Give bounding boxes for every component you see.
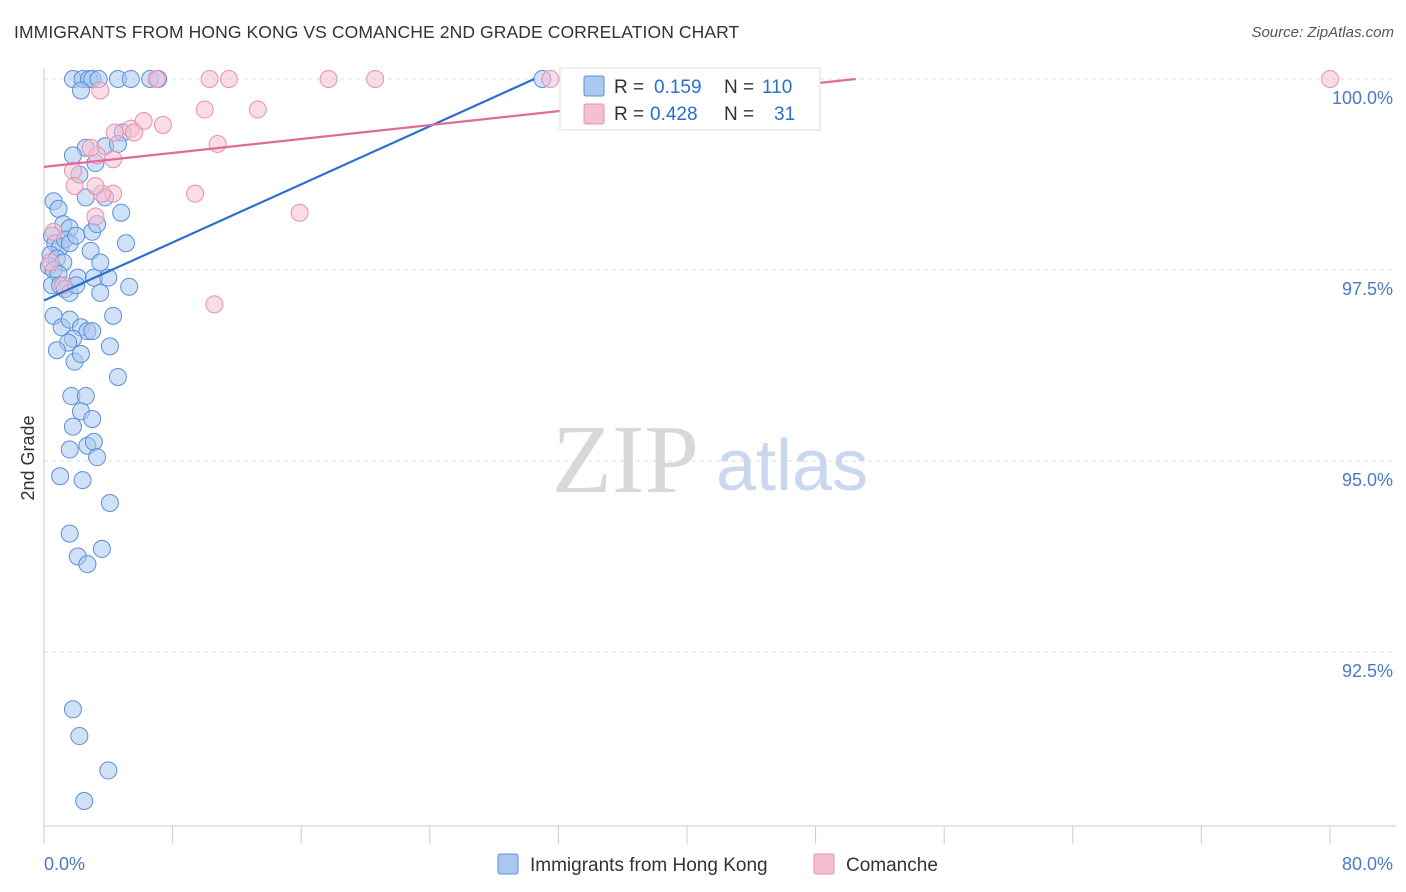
point-hong-kong <box>49 199 68 218</box>
point-hong-kong <box>108 367 127 386</box>
point-comanche <box>186 184 205 203</box>
chart-title: IMMIGRANTS FROM HONG KONG VS COMANCHE 2N… <box>14 22 740 42</box>
pink-swatch <box>583 103 605 125</box>
point-comanche <box>1321 70 1339 88</box>
legend-n-value: 110 <box>762 77 792 98</box>
y-tick-label: 92.5% <box>1342 661 1393 681</box>
point-hong-kong <box>75 791 94 810</box>
x-tick-label: 0.0% <box>44 854 85 874</box>
point-hong-kong <box>67 226 86 245</box>
point-comanche <box>105 123 124 142</box>
x-tick-labels: 0.0% 80.0% <box>44 854 1393 874</box>
legend-swatch-blue <box>497 853 519 875</box>
point-comanche <box>200 70 219 88</box>
point-comanche <box>153 115 172 134</box>
axes <box>43 68 1396 844</box>
point-comanche <box>219 70 238 88</box>
point-hong-kong <box>100 337 119 356</box>
point-hong-kong <box>88 448 107 467</box>
point-comanche <box>208 134 227 153</box>
grid-lines <box>44 78 1396 653</box>
point-hong-kong <box>83 322 102 341</box>
point-hong-kong <box>47 341 66 360</box>
y-tick-label: 95.0% <box>1342 470 1393 490</box>
watermark-atlas-text: atlas <box>716 426 868 506</box>
point-comanche <box>147 70 166 88</box>
point-comanche <box>81 138 100 157</box>
legend-r-label: R = <box>614 77 644 98</box>
point-hong-kong <box>63 146 82 165</box>
legend-n-label: N = <box>724 104 754 125</box>
y-tick-label: 100.0% <box>1332 88 1393 108</box>
point-hong-kong <box>73 471 92 490</box>
y-tick-label: 97.5% <box>1342 279 1393 299</box>
zipatlas-watermark: ZIP atlas <box>552 406 868 514</box>
x-tick-label: 80.0% <box>1342 854 1393 874</box>
legend-r-value: 0.159 <box>654 77 702 98</box>
point-hong-kong <box>71 345 90 364</box>
watermark-zip-text: ZIP <box>552 406 699 514</box>
point-hong-kong <box>63 700 82 719</box>
point-comanche <box>86 207 105 226</box>
series-legend: Immigrants from Hong Kong Comanche <box>497 853 938 876</box>
y-tick-labels: 100.0% 97.5% 95.0% 92.5% <box>1332 88 1393 681</box>
point-hong-kong <box>104 306 123 325</box>
point-comanche <box>205 295 224 314</box>
y-axis-title: 2nd Grade <box>18 415 38 500</box>
point-hong-kong <box>100 494 119 513</box>
point-hong-kong <box>91 283 110 302</box>
legend-n-value: 31 <box>774 104 795 125</box>
stats-legend-row-blue: R = 0.159 N = 110 <box>583 75 792 98</box>
point-hong-kong <box>83 409 102 428</box>
point-hong-kong <box>60 440 79 459</box>
point-hong-kong <box>112 203 131 222</box>
point-hong-kong <box>51 467 70 486</box>
point-comanche <box>91 81 110 100</box>
point-hong-kong <box>120 277 139 296</box>
point-comanche <box>86 176 105 195</box>
point-comanche <box>248 100 267 119</box>
point-hong-kong <box>60 524 79 543</box>
point-hong-kong <box>70 727 89 746</box>
point-hong-kong <box>63 417 82 436</box>
legend-label-hong-kong: Immigrants from Hong Kong <box>530 855 768 876</box>
legend-label-comanche: Comanche <box>846 855 938 876</box>
blue-swatch <box>583 75 605 97</box>
point-hong-kong <box>91 253 110 272</box>
point-hong-kong <box>76 387 95 406</box>
point-comanche <box>65 176 84 195</box>
point-hong-kong <box>78 555 97 574</box>
legend-swatch-pink <box>813 853 835 875</box>
point-comanche <box>44 222 63 241</box>
point-comanche <box>290 203 309 222</box>
point-hong-kong <box>81 241 100 260</box>
point-comanche <box>195 100 214 119</box>
legend-r-label: R = <box>614 104 644 125</box>
chart-source: Source: ZipAtlas.com <box>1251 24 1394 41</box>
point-comanche <box>134 112 153 131</box>
point-hong-kong <box>71 81 90 100</box>
point-hong-kong <box>84 432 103 451</box>
legend-r-value: 0.428 <box>650 104 698 125</box>
point-hong-kong <box>116 234 135 253</box>
point-comanche <box>125 123 144 142</box>
point-hong-kong <box>92 539 111 558</box>
point-comanche <box>541 70 560 88</box>
point-hong-kong <box>99 761 118 780</box>
point-hong-kong <box>121 70 140 88</box>
stats-legend-row-pink: R = 0.428 N = 31 <box>583 103 795 125</box>
point-comanche <box>366 70 385 88</box>
legend-n-label: N = <box>724 77 754 98</box>
point-comanche <box>41 253 60 272</box>
stats-legend: R = 0.159 N = 110 R = 0.428 N = 31 <box>559 67 821 131</box>
point-comanche <box>319 70 338 88</box>
trendline-hong-kong <box>43 77 535 302</box>
